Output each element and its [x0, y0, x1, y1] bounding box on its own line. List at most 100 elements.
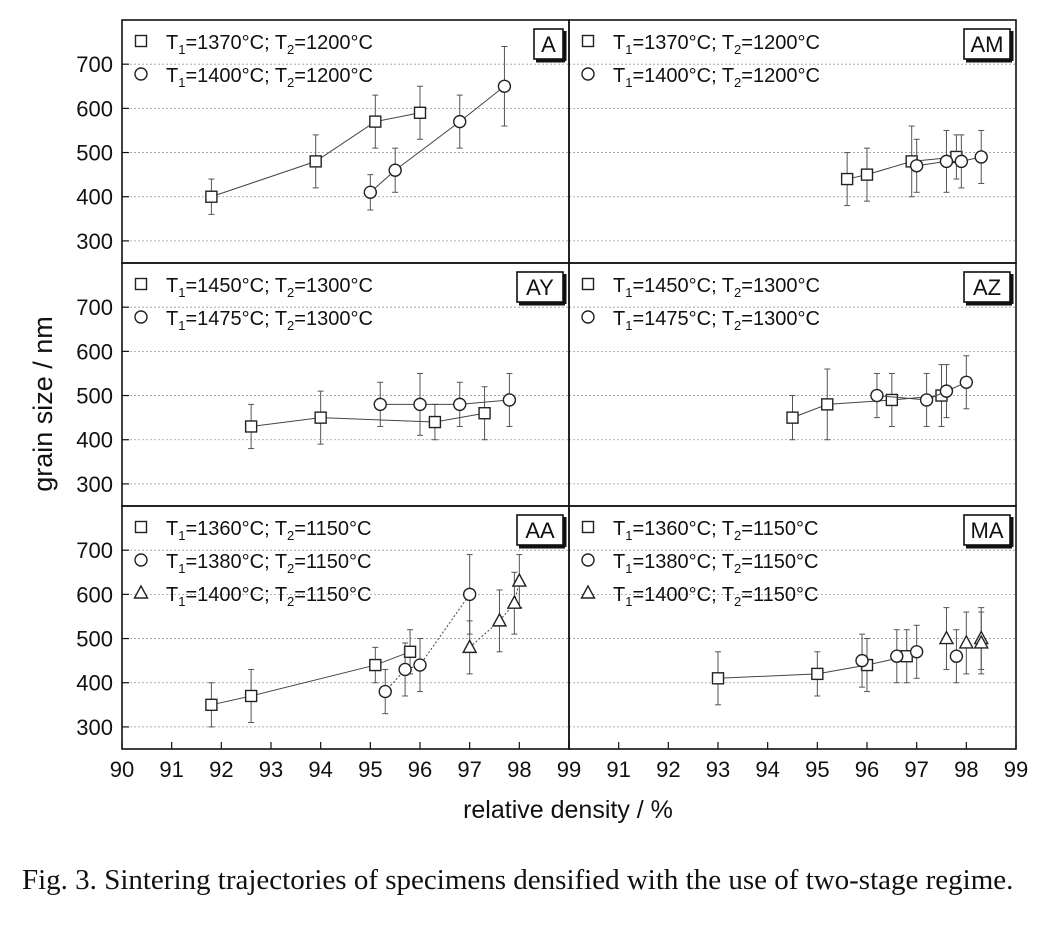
marker-square: [821, 398, 834, 411]
y-tick-label: 400: [76, 671, 113, 696]
marker-circle: [939, 384, 954, 398]
series-circle: [855, 624, 964, 688]
panel-frame: [568, 505, 1017, 750]
legend-label: T1=1400°C; T2=1200°C: [166, 65, 373, 90]
y-tick-label: 600: [76, 582, 113, 607]
series-line: [251, 412, 485, 427]
legend-subscript: 1: [625, 285, 632, 300]
panel-tag-label: AY: [526, 275, 554, 300]
legend-text: T: [613, 65, 625, 87]
series-line: [211, 112, 421, 198]
legend-text: =1475°C; T: [185, 308, 287, 330]
legend-text: =1150°C: [741, 518, 818, 540]
marker-square: [581, 520, 595, 534]
legend-entry: T1=1475°C; T2=1300°C: [581, 308, 820, 333]
marker-square: [478, 407, 491, 420]
x-tick-label: 92: [656, 757, 680, 782]
legend-text: =1300°C: [741, 308, 820, 330]
y-tick-label: 700: [76, 52, 113, 77]
marker-square: [134, 277, 148, 291]
marker-circle: [378, 684, 392, 699]
legend-label: T1=1380°C; T2=1150°C: [166, 551, 371, 576]
legend-subscript: 1: [178, 42, 185, 57]
marker-square: [244, 689, 258, 703]
marker-triangle: [491, 612, 508, 627]
series-circle: [373, 372, 517, 436]
marker-circle: [398, 662, 412, 677]
legend-text: =1360°C; T: [632, 518, 734, 540]
marker-square: [205, 698, 218, 712]
y-tick-label: 600: [76, 339, 113, 364]
legend-text: =1150°C: [741, 584, 818, 606]
legend-subscript: 2: [734, 75, 741, 90]
marker-square: [134, 520, 148, 534]
marker-triangle: [506, 594, 523, 609]
legend-text: =1150°C: [294, 551, 371, 573]
marker-square: [811, 667, 824, 681]
x-axis-label: relative density / %: [463, 796, 673, 824]
x-tick-label: 95: [805, 757, 829, 782]
legend-text: =1200°C: [741, 32, 820, 54]
panel-frame: [568, 19, 1017, 264]
marker-circle: [413, 658, 427, 672]
legend-text: T: [613, 32, 625, 54]
marker-circle: [134, 553, 148, 567]
legend-text: =1370°C; T: [185, 32, 287, 54]
series-circle: [363, 46, 512, 211]
legend-entry: T1=1360°C; T2=1150°C: [581, 518, 818, 543]
legend-label: T1=1360°C; T2=1150°C: [613, 518, 818, 543]
legend-text: =1450°C; T: [185, 275, 287, 297]
x-tick-label: 98: [507, 757, 531, 782]
y-tick-label: 500: [76, 141, 113, 166]
legend-text: =1400°C; T: [185, 65, 287, 87]
legend-entry: T1=1370°C; T2=1200°C: [134, 32, 373, 57]
series-line: [211, 651, 411, 706]
x-tick-label: 92: [209, 757, 233, 782]
legend-entry: T1=1450°C; T2=1300°C: [581, 275, 820, 300]
legend-subscript: 1: [625, 594, 632, 609]
legend-subscript: 2: [734, 528, 741, 543]
legend-subscript: 1: [178, 561, 185, 576]
marker-circle: [453, 397, 467, 412]
y-axis-label: grain size / nm: [28, 316, 58, 492]
x-tick-label: 93: [706, 757, 730, 782]
legend-subscript: 2: [287, 561, 294, 576]
series-square: [244, 386, 491, 450]
marker-triangle: [958, 634, 975, 649]
legend-text: T: [166, 584, 178, 606]
legend-label: T1=1370°C; T2=1200°C: [166, 32, 373, 57]
legend-text: =1200°C: [294, 65, 373, 87]
marker-circle: [855, 653, 869, 668]
marker-circle: [497, 79, 512, 93]
series-square: [205, 85, 427, 215]
legend-subscript: 1: [178, 528, 185, 543]
y-tick-label: 400: [76, 428, 113, 453]
figure-caption: Fig. 3. Sintering trajectories of specim…: [22, 862, 1037, 898]
legend-subscript: 2: [734, 42, 741, 57]
panel-tag-label: MA: [971, 518, 1004, 543]
marker-square: [309, 155, 322, 168]
y-tick-label: 700: [76, 295, 113, 320]
legend-text: T: [613, 584, 625, 606]
legend-entry: T1=1380°C; T2=1150°C: [581, 551, 818, 576]
y-tick-label: 400: [76, 185, 113, 210]
panel-tag-box: [533, 28, 564, 60]
legend-text: T: [613, 518, 625, 540]
x-tick-label: 99: [557, 757, 581, 782]
marker-square: [413, 106, 427, 119]
legend-label: T1=1400°C; T2=1200°C: [613, 65, 820, 90]
legend-text: =1300°C: [741, 275, 820, 297]
legend-text: T: [613, 275, 625, 297]
legend-text: =1150°C: [294, 518, 371, 540]
legend-text: =1370°C; T: [632, 32, 734, 54]
legend-subscript: 2: [287, 75, 294, 90]
legend-text: =1200°C: [741, 65, 820, 87]
marker-square: [428, 415, 442, 429]
series-line: [370, 85, 505, 193]
series-circle: [378, 554, 477, 715]
series-triangle: [938, 607, 989, 675]
panel-frame: [121, 262, 570, 507]
